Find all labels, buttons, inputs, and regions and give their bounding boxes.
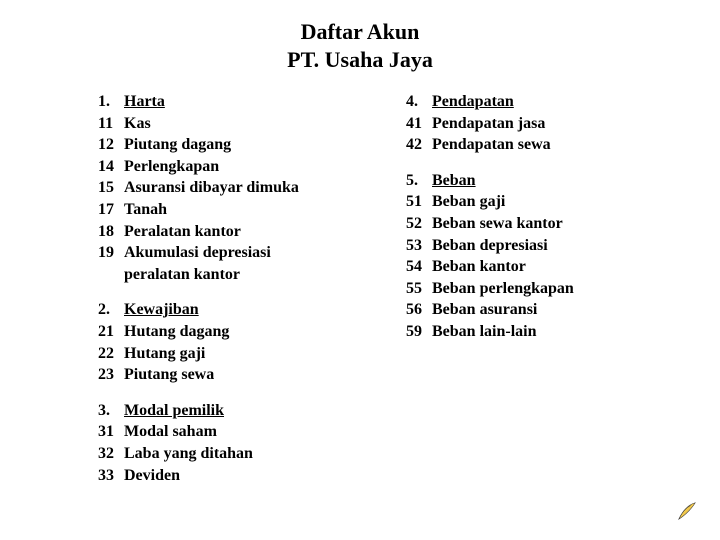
account-row: 17Tanah [98,199,388,221]
account-name: Piutang dagang [124,134,231,156]
account-name: Pendapatan sewa [432,134,551,156]
account-code: 11 [98,113,124,135]
account-code: 18 [98,221,124,243]
title-line-2: PT. Usaha Jaya [0,46,720,74]
title-line-1: Daftar Akun [0,18,720,46]
account-section: 5.Beban51Beban gaji52Beban sewa kantor53… [406,170,574,343]
account-name: Beban depresiasi [432,235,548,257]
account-name: Beban kantor [432,256,526,278]
account-row: 42Pendapatan sewa [406,134,574,156]
account-row: 59Beban lain-lain [406,321,574,343]
account-name: Beban asuransi [432,299,537,321]
section-header-code: 3. [98,400,124,422]
account-section: 2.Kewajiban21Hutang dagang22Hutang gaji2… [98,299,388,385]
account-code: 41 [406,113,432,135]
section-header-code: 2. [98,299,124,321]
account-row: 22Hutang gaji [98,343,388,365]
section-header: 3.Modal pemilik [98,400,388,422]
section-header: 5.Beban [406,170,574,192]
account-section: 4.Pendapatan41Pendapatan jasa42Pendapata… [406,91,574,156]
account-code: 32 [98,443,124,465]
account-name: Beban sewa kantor [432,213,563,235]
section-header-name: Harta [124,91,165,113]
account-code: 21 [98,321,124,343]
account-code: 51 [406,191,432,213]
account-section: 3.Modal pemilik31Modal saham32Laba yang … [98,400,388,486]
account-row: 18Peralatan kantor [98,221,388,243]
account-row: 12Piutang dagang [98,134,388,156]
account-code: 17 [98,199,124,221]
account-name: Peralatan kantor [124,221,241,243]
account-row: 54Beban kantor [406,256,574,278]
account-name: Hutang gaji [124,343,205,365]
account-section: 1.Harta11Kas12Piutang dagang14Perlengkap… [98,91,388,285]
account-name: Pendapatan jasa [432,113,545,135]
section-header-code: 5. [406,170,432,192]
account-code: 52 [406,213,432,235]
account-name: Beban perlengkapan [432,278,574,300]
section-header-name: Kewajiban [124,299,199,321]
section-header-name: Beban [432,170,476,192]
section-header-code: 4. [406,91,432,113]
content-columns: 1.Harta11Kas12Piutang dagang14Perlengkap… [0,73,720,500]
account-name: Hutang dagang [124,321,229,343]
section-header: 4.Pendapatan [406,91,574,113]
account-row: 56Beban asuransi [406,299,574,321]
account-row: 52Beban sewa kantor [406,213,574,235]
section-header: 1.Harta [98,91,388,113]
account-name: Asuransi dibayar dimuka [124,177,299,199]
account-row: 31Modal saham [98,421,388,443]
account-code: 53 [406,235,432,257]
account-code: 56 [406,299,432,321]
account-name: Modal saham [124,421,217,443]
account-name: Piutang sewa [124,364,214,386]
account-row: 41Pendapatan jasa [406,113,574,135]
account-name: Kas [124,113,151,135]
account-row: 23Piutang sewa [98,364,388,386]
account-row: 33Deviden [98,465,388,487]
account-name: Beban gaji [432,191,505,213]
account-row: 55Beban perlengkapan [406,278,574,300]
account-row: 15Asuransi dibayar dimuka [98,177,388,199]
account-code: 12 [98,134,124,156]
account-code: 31 [98,421,124,443]
account-row: 21Hutang dagang [98,321,388,343]
account-code: 42 [406,134,432,156]
account-code: 54 [406,256,432,278]
account-code: 33 [98,465,124,487]
corner-decor-icon [676,500,698,522]
account-code: 23 [98,364,124,386]
section-header-name: Pendapatan [432,91,514,113]
account-name: Perlengkapan [124,156,219,178]
left-column: 1.Harta11Kas12Piutang dagang14Perlengkap… [98,91,388,500]
right-column: 4.Pendapatan41Pendapatan jasa42Pendapata… [388,91,574,500]
section-header-code: 1. [98,91,124,113]
section-header-name: Modal pemilik [124,400,224,422]
account-row: 53Beban depresiasi [406,235,574,257]
account-name: Tanah [124,199,167,221]
account-row: 19Akumulasi depresiasi peralatan kantor [98,242,388,285]
account-name: Beban lain-lain [432,321,536,343]
page-title: Daftar Akun PT. Usaha Jaya [0,0,720,73]
account-code: 22 [98,343,124,365]
account-name: Laba yang ditahan [124,443,253,465]
account-row: 51Beban gaji [406,191,574,213]
account-code: 14 [98,156,124,178]
account-row: 14Perlengkapan [98,156,388,178]
account-row: 32Laba yang ditahan [98,443,388,465]
account-name: Akumulasi depresiasi peralatan kantor [124,242,334,285]
account-code: 55 [406,278,432,300]
section-header: 2.Kewajiban [98,299,388,321]
account-name: Deviden [124,465,180,487]
account-code: 59 [406,321,432,343]
account-code: 15 [98,177,124,199]
account-code: 19 [98,242,124,285]
account-row: 11Kas [98,113,388,135]
